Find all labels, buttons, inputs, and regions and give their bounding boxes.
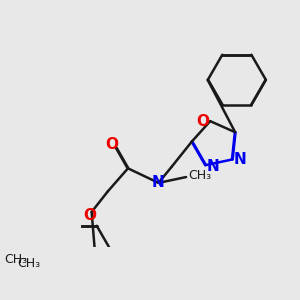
Text: CH₃: CH₃ — [4, 254, 27, 266]
Text: CH₃: CH₃ — [18, 257, 41, 270]
Text: O: O — [106, 137, 118, 152]
Text: O: O — [196, 114, 209, 129]
Text: CH₃: CH₃ — [188, 169, 212, 182]
Text: O: O — [84, 208, 97, 223]
Text: N: N — [233, 152, 246, 167]
Text: N: N — [152, 176, 165, 190]
Text: N: N — [206, 159, 219, 174]
